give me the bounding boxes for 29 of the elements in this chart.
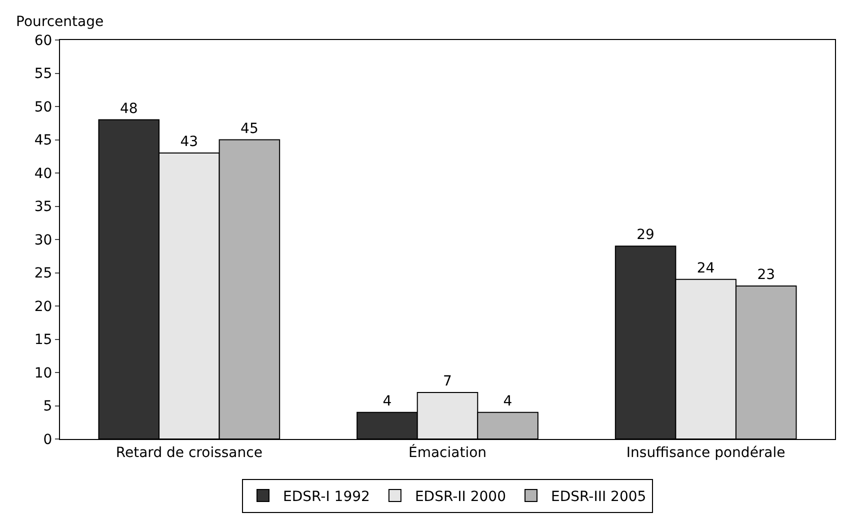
data-label: 29 bbox=[636, 227, 654, 244]
y-tick-label: 15 bbox=[34, 332, 52, 348]
y-tick-label: 10 bbox=[34, 365, 52, 382]
data-label: 45 bbox=[240, 120, 258, 137]
y-tick-label: 5 bbox=[43, 398, 52, 415]
y-axis-title: Pourcentage bbox=[16, 14, 104, 30]
data-label: 4 bbox=[382, 393, 392, 410]
y-tick-label: 25 bbox=[34, 266, 52, 282]
data-label: 48 bbox=[120, 100, 138, 117]
x-tick-label: Retard de croissance bbox=[116, 444, 262, 461]
x-tick-label: Émaciation bbox=[408, 444, 487, 461]
y-tick-label: 60 bbox=[34, 32, 52, 49]
x-tick-label: Insuffisance pondérale bbox=[626, 444, 786, 461]
data-label: 43 bbox=[180, 134, 198, 150]
data-label: 24 bbox=[696, 260, 715, 276]
y-tick-label: 20 bbox=[34, 298, 52, 315]
y-tick-label: 50 bbox=[34, 99, 52, 116]
y-tick-label: 40 bbox=[34, 166, 52, 182]
data-label: 23 bbox=[757, 267, 776, 284]
data-label: 7 bbox=[443, 373, 452, 390]
y-tick-label: 0 bbox=[43, 432, 52, 448]
legend-label: EDSR-I 1992 bbox=[283, 488, 370, 505]
y-tick-label: 55 bbox=[34, 66, 52, 82]
data-label: 4 bbox=[503, 393, 512, 410]
y-tick-label: 30 bbox=[34, 232, 52, 248]
legend-label: EDSR-III 2005 bbox=[551, 488, 646, 505]
y-tick-label: 35 bbox=[34, 199, 52, 216]
y-tick-label: 45 bbox=[34, 132, 52, 149]
legend-label: EDSR-II 2000 bbox=[414, 488, 506, 505]
